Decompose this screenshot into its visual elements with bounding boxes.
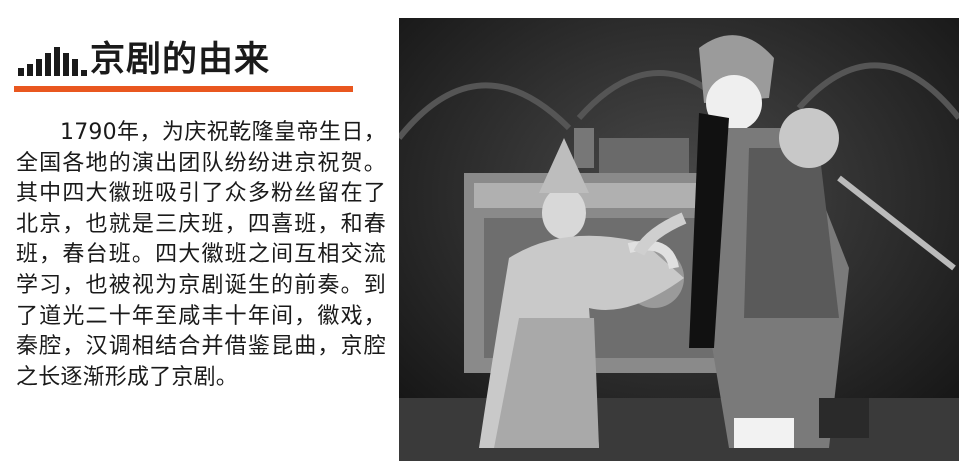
body-paragraph: 1790年，为庆祝乾隆皇帝生日，全国各地的演出团队纷纷进京祝贺。其中四大徽班吸引… [16, 120, 386, 390]
opera-photo [399, 18, 959, 461]
title-row: 京剧的由来 [18, 38, 270, 82]
title-dot [81, 70, 87, 76]
page-title: 京剧的由来 [90, 40, 271, 80]
bar-chart-icon [18, 44, 78, 76]
title-underline [14, 86, 353, 92]
